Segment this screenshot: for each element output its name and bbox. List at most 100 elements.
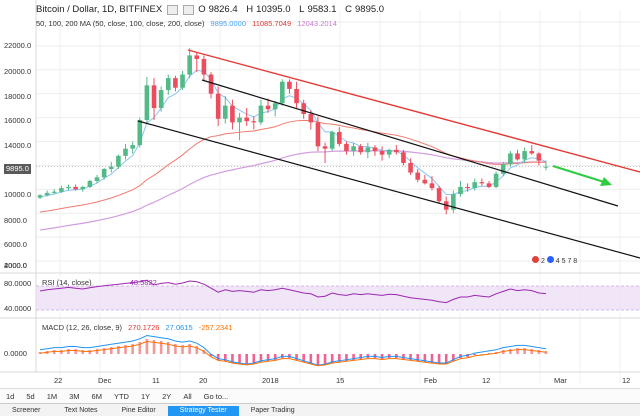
candle-body xyxy=(108,166,114,169)
channel-lower-line xyxy=(137,120,640,259)
candle-body xyxy=(543,166,549,168)
candle-body xyxy=(222,105,228,119)
candle-body xyxy=(80,186,86,190)
macd-histogram-bar xyxy=(338,354,341,362)
macd-histogram-bar xyxy=(159,341,163,354)
events-count: 2 xyxy=(540,258,545,265)
candle-body xyxy=(451,194,456,210)
macd-histogram-bar xyxy=(109,347,113,354)
price-axis-label: 14000.0 xyxy=(4,141,32,150)
rsi-axis-bottom: 40.0000 xyxy=(4,304,32,313)
macd-histogram-bar xyxy=(537,350,541,354)
macd-histogram-bar xyxy=(117,346,120,354)
tab-pine-editor[interactable]: Pine Editor xyxy=(121,407,156,414)
timeframe-1y[interactable]: 1Y xyxy=(140,391,151,401)
macd-histogram-bar xyxy=(195,346,199,354)
macd-histogram-bar xyxy=(423,354,427,362)
price-axis-label: 10000.0 xyxy=(4,190,32,199)
macd-histogram-bar xyxy=(238,354,241,364)
macd-histogram-bar xyxy=(138,342,142,354)
macd-histogram-bar xyxy=(416,354,420,361)
candle-body xyxy=(66,186,71,189)
price-axis-label: 18000.0 xyxy=(4,92,32,101)
chart-canvas[interactable] xyxy=(0,0,640,390)
price-axis-label: 22000.0 xyxy=(4,41,32,50)
candle-body xyxy=(73,186,78,190)
timeframe-all[interactable]: All xyxy=(183,391,192,401)
candle-body xyxy=(486,183,492,187)
tab-strategy-tester[interactable]: Strategy Tester xyxy=(167,406,239,416)
macd-legend[interactable]: MACD (12, 26, close, 9) 270.1726 27.0615… xyxy=(42,323,233,332)
candle-body xyxy=(493,173,499,187)
ma-legend[interactable]: 50, 100, 200 MA (50, close, 100, close, … xyxy=(36,19,337,28)
macd-histogram-bar xyxy=(302,354,305,362)
goto-button[interactable]: Go to... xyxy=(203,391,229,401)
macd-histogram-bar xyxy=(266,354,270,361)
candle-body xyxy=(201,59,207,75)
candle-body xyxy=(536,153,542,161)
timeframe-3m[interactable]: 3M xyxy=(69,391,80,401)
projection-arrow xyxy=(552,165,605,183)
ma-200-line xyxy=(39,150,547,231)
candle-body xyxy=(408,163,413,173)
events-ids: 4 5 7 8 xyxy=(555,258,578,265)
time-axis-label: Mar xyxy=(554,376,567,385)
macd-histogram-bar xyxy=(88,350,92,354)
candle-body xyxy=(315,122,321,147)
candle-body xyxy=(351,146,356,152)
ma-50-line xyxy=(39,69,547,198)
open-value: 9826.4 xyxy=(208,4,238,15)
timeframe-6m[interactable]: 6M xyxy=(91,391,102,401)
macd-histogram-bar xyxy=(359,354,363,359)
candle-body xyxy=(508,153,513,165)
candle-body xyxy=(436,188,442,202)
time-axis-label: 12 xyxy=(622,376,631,385)
candle-body xyxy=(500,164,506,174)
flag-icon[interactable] xyxy=(167,4,179,15)
price-axis-label: 6000.0 xyxy=(4,240,27,249)
compare-icon[interactable] xyxy=(183,4,195,15)
macd-histogram-bar xyxy=(480,354,484,355)
candle-body xyxy=(151,85,157,109)
macd-histogram-bar xyxy=(316,354,320,366)
price-axis-label: 4000.0 xyxy=(4,261,27,270)
arrow-head-icon xyxy=(600,177,612,186)
candle-body xyxy=(101,168,107,178)
rsi-label: RSI (14, close) xyxy=(42,278,92,287)
macd-histogram-bar xyxy=(245,354,248,365)
candle-body xyxy=(522,151,527,160)
macd-histogram-bar xyxy=(380,354,384,359)
symbol-title[interactable]: Bitcoin / Dollar, 1D, BITFINEX xyxy=(36,4,163,15)
rsi-line xyxy=(39,279,547,304)
candle-body xyxy=(344,143,349,152)
macd-histogram-bar xyxy=(188,344,191,354)
candle-body xyxy=(272,103,278,110)
candle-body xyxy=(44,192,50,196)
tab-paper-trading[interactable]: Paper Trading xyxy=(250,407,295,414)
timeframe-5d[interactable]: 5d xyxy=(26,391,35,401)
ma-value-200: 12043.2014 xyxy=(297,19,337,28)
candle-body xyxy=(472,182,478,189)
timeframe-1m[interactable]: 1M xyxy=(46,391,58,401)
tab-text-notes[interactable]: Text Notes xyxy=(64,407,98,414)
macd-signal-line xyxy=(39,340,547,367)
price-axis-label: 16000.0 xyxy=(4,116,32,125)
events-badge[interactable]: 2 4 5 7 8 xyxy=(532,256,577,265)
channel-upper-line xyxy=(201,79,619,207)
tab-screener[interactable]: Screener xyxy=(12,407,41,414)
macd-histogram-bar xyxy=(52,350,56,354)
timeframe-2y[interactable]: 2Y xyxy=(162,391,172,401)
macd-histogram-bar xyxy=(530,349,534,354)
macd-histogram-bar xyxy=(252,354,256,364)
candle-body xyxy=(37,195,43,198)
timeframe-ytd[interactable]: YTD xyxy=(113,391,129,401)
rsi-legend[interactable]: RSI (14, close) 48.5822 xyxy=(42,278,157,287)
macd-histogram-bar xyxy=(223,354,227,361)
ma-value-50: 9895.0000 xyxy=(210,19,246,28)
candle-body xyxy=(280,81,285,104)
timeframe-1d[interactable]: 1d xyxy=(6,391,15,401)
macd-histogram-bar xyxy=(523,348,526,354)
candle-body xyxy=(265,105,271,110)
macd-histogram-bar xyxy=(487,353,491,354)
candle-body xyxy=(144,85,150,120)
